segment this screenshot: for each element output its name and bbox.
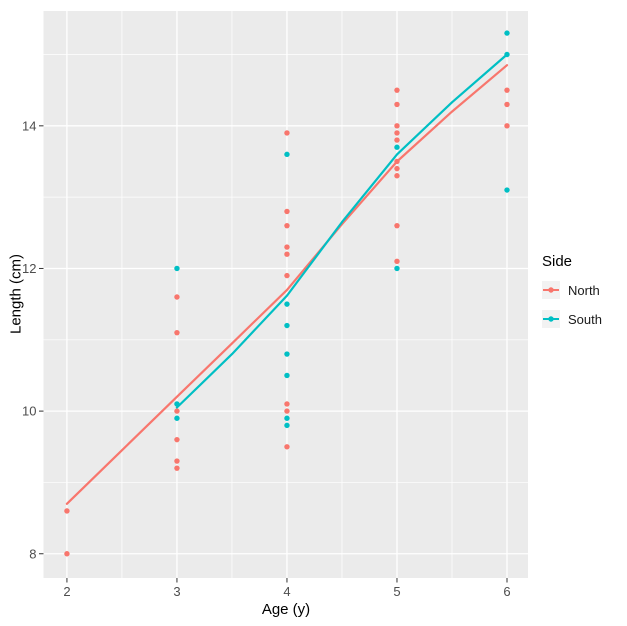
line-point-icon	[543, 287, 559, 293]
data-point	[284, 422, 290, 429]
legend-label-south: South	[568, 311, 602, 327]
data-point	[284, 272, 290, 279]
y-tick-label: 8	[29, 546, 36, 561]
data-point	[174, 265, 180, 272]
data-point	[174, 294, 180, 300]
plot-panel-background	[43, 11, 528, 578]
data-point	[504, 101, 510, 108]
y-tick-label: 10	[22, 404, 36, 419]
data-point	[394, 258, 400, 265]
y-axis-title: Length (cm)	[7, 253, 25, 335]
x-tick-label: 4	[283, 584, 290, 599]
y-tick-label: 12	[22, 261, 36, 276]
smooth-line-south	[175, 53, 509, 409]
legend-key-north	[542, 281, 560, 299]
data-point	[174, 465, 180, 471]
data-point	[394, 144, 400, 150]
legend-item-south: South	[542, 310, 602, 328]
x-tick-label: 3	[173, 584, 180, 599]
data-point	[174, 408, 180, 414]
data-point	[284, 301, 290, 307]
data-point	[284, 151, 290, 158]
y-tick-label: 14	[22, 118, 36, 133]
x-axis-ticks: 2 3 4 5 6	[63, 578, 511, 599]
y-axis-ticks: 8 10 12 14	[22, 118, 44, 561]
data-point	[284, 208, 290, 215]
x-tick-label: 5	[393, 584, 400, 599]
data-point	[504, 187, 510, 193]
legend: Side North South	[542, 253, 602, 339]
data-point	[394, 130, 400, 136]
data-point	[284, 415, 290, 421]
x-tick-label: 2	[63, 584, 70, 599]
x-tick-label: 6	[503, 584, 510, 599]
x-axis-title: Age (y)	[261, 601, 311, 618]
data-point	[284, 351, 290, 357]
data-point	[284, 130, 290, 136]
data-point	[284, 444, 290, 450]
data-point	[394, 87, 400, 93]
legend-key-south	[542, 310, 560, 328]
data-point	[284, 322, 290, 329]
data-point	[394, 173, 400, 179]
data-point	[394, 222, 400, 229]
data-point	[284, 251, 290, 257]
data-point	[284, 372, 290, 379]
data-point	[174, 436, 180, 443]
data-point	[504, 87, 510, 93]
legend-label-north: North	[568, 282, 600, 298]
data-point	[504, 123, 510, 129]
data-point	[394, 137, 400, 143]
data-point	[394, 265, 400, 272]
data-point	[394, 165, 400, 172]
data-point	[284, 401, 290, 407]
data-point	[64, 508, 70, 514]
data-point	[174, 329, 180, 336]
data-point	[174, 415, 180, 421]
line-point-icon	[543, 316, 559, 322]
smooth-line-north	[65, 64, 509, 505]
data-point	[284, 408, 290, 414]
legend-title: Side	[542, 253, 573, 270]
data-point	[394, 123, 400, 129]
data-point	[394, 101, 400, 108]
points-north	[64, 87, 510, 557]
legend-item-north: North	[542, 281, 602, 299]
data-point	[64, 551, 70, 557]
data-point	[504, 30, 510, 36]
data-point	[174, 458, 180, 464]
data-point	[284, 244, 290, 250]
data-point	[284, 222, 290, 229]
